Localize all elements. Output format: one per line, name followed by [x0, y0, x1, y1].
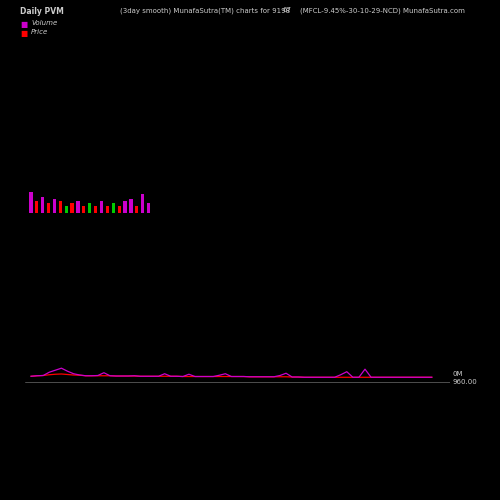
- Bar: [106, 206, 109, 212]
- Text: (3day smooth) MunafaSutra(TM) charts for 9198: (3day smooth) MunafaSutra(TM) charts for…: [120, 8, 290, 14]
- Bar: [30, 192, 32, 212]
- Bar: [147, 204, 150, 212]
- Bar: [41, 196, 44, 212]
- Bar: [118, 206, 120, 212]
- Text: ■: ■: [20, 29, 27, 38]
- Text: (MFCL-9.45%-30-10-29-NCD) MunafaSutra.com: (MFCL-9.45%-30-10-29-NCD) MunafaSutra.co…: [300, 8, 465, 14]
- Bar: [94, 206, 97, 212]
- Text: ■: ■: [20, 20, 27, 29]
- Text: Daily PVM: Daily PVM: [20, 8, 64, 16]
- Bar: [141, 194, 144, 212]
- Bar: [58, 201, 62, 212]
- Text: 0M
960.00: 0M 960.00: [452, 372, 477, 384]
- Bar: [35, 201, 38, 212]
- Text: Volume: Volume: [31, 20, 57, 26]
- Bar: [88, 204, 92, 212]
- Bar: [76, 201, 80, 212]
- Text: 67: 67: [282, 8, 292, 14]
- Bar: [53, 199, 56, 212]
- Bar: [135, 206, 138, 212]
- Bar: [70, 204, 74, 212]
- Bar: [47, 204, 50, 212]
- Bar: [100, 201, 103, 212]
- Bar: [112, 204, 115, 212]
- Bar: [82, 206, 86, 212]
- Text: Price: Price: [31, 29, 48, 35]
- Bar: [124, 201, 126, 212]
- Bar: [130, 199, 132, 212]
- Bar: [64, 206, 68, 212]
